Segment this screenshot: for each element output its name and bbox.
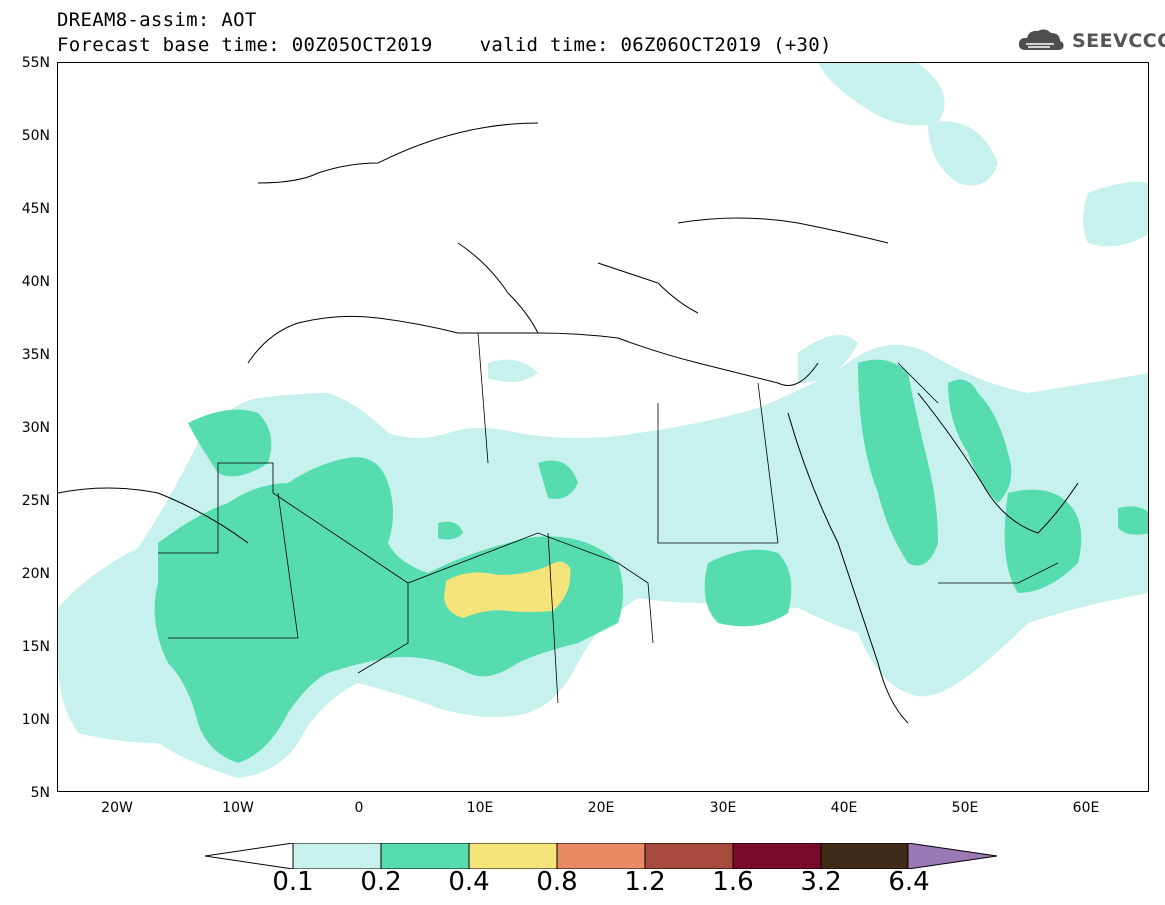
- colorbar-label: 0.4: [448, 867, 490, 897]
- aot-contour-0.4: [444, 561, 571, 618]
- aot-map: [58, 63, 1148, 778]
- colorbar-label: 0.2: [360, 867, 402, 897]
- lon-label: 30E: [709, 800, 737, 816]
- colorbar-over-arrow: [907, 843, 998, 869]
- lat-label: 15N: [21, 639, 50, 655]
- colorbar-label: 0.8: [536, 867, 578, 897]
- colorbar-swatch: [820, 843, 910, 869]
- forecast-time-line: Forecast base time: 00Z05OCT2019 valid t…: [57, 34, 832, 56]
- colorbar-swatch: [644, 843, 734, 869]
- lat-label: 20N: [21, 566, 50, 582]
- colorbar-swatch: [292, 843, 382, 869]
- lon-label: 40E: [830, 800, 858, 816]
- colorbar-swatch: [468, 843, 558, 869]
- colorbar: [205, 843, 998, 869]
- lat-label: 10N: [21, 712, 50, 728]
- coastlines: [58, 122, 1079, 724]
- colorbar-under-arrow: [205, 843, 294, 869]
- colorbar-label: 3.2: [800, 867, 842, 897]
- lat-label: 5N: [30, 785, 50, 801]
- lat-label: 25N: [21, 493, 50, 509]
- lat-label: 40N: [21, 274, 50, 290]
- colorbar-swatch: [732, 843, 822, 869]
- colorbar-label: 1.6: [712, 867, 754, 897]
- lat-label: 35N: [21, 347, 50, 363]
- lon-label: 20E: [587, 800, 615, 816]
- lon-label: 20W: [101, 800, 133, 816]
- lon-label: 10E: [466, 800, 494, 816]
- logo-text: SEEVCCC: [1072, 30, 1165, 52]
- lat-label: 55N: [21, 55, 50, 71]
- chart-title: DREAM8-assim: AOT: [57, 9, 257, 31]
- lat-label: 30N: [21, 420, 50, 436]
- borders: [158, 332, 1059, 704]
- lon-label: 60E: [1072, 800, 1100, 816]
- lat-label: 50N: [21, 128, 50, 144]
- lon-label: 50E: [951, 800, 979, 816]
- aot-contour-0.2: [154, 359, 1148, 763]
- colorbar-label: 0.1: [272, 867, 314, 897]
- lat-label: 45N: [21, 201, 50, 217]
- cloud-icon: [1018, 29, 1064, 50]
- map-panel: [57, 62, 1149, 792]
- lon-label: 10W: [222, 800, 254, 816]
- colorbar-label: 6.4: [888, 867, 930, 897]
- colorbar-swatch: [380, 843, 470, 869]
- lon-label: 0: [354, 800, 364, 816]
- colorbar-swatch: [556, 843, 646, 869]
- colorbar-label: 1.2: [624, 867, 666, 897]
